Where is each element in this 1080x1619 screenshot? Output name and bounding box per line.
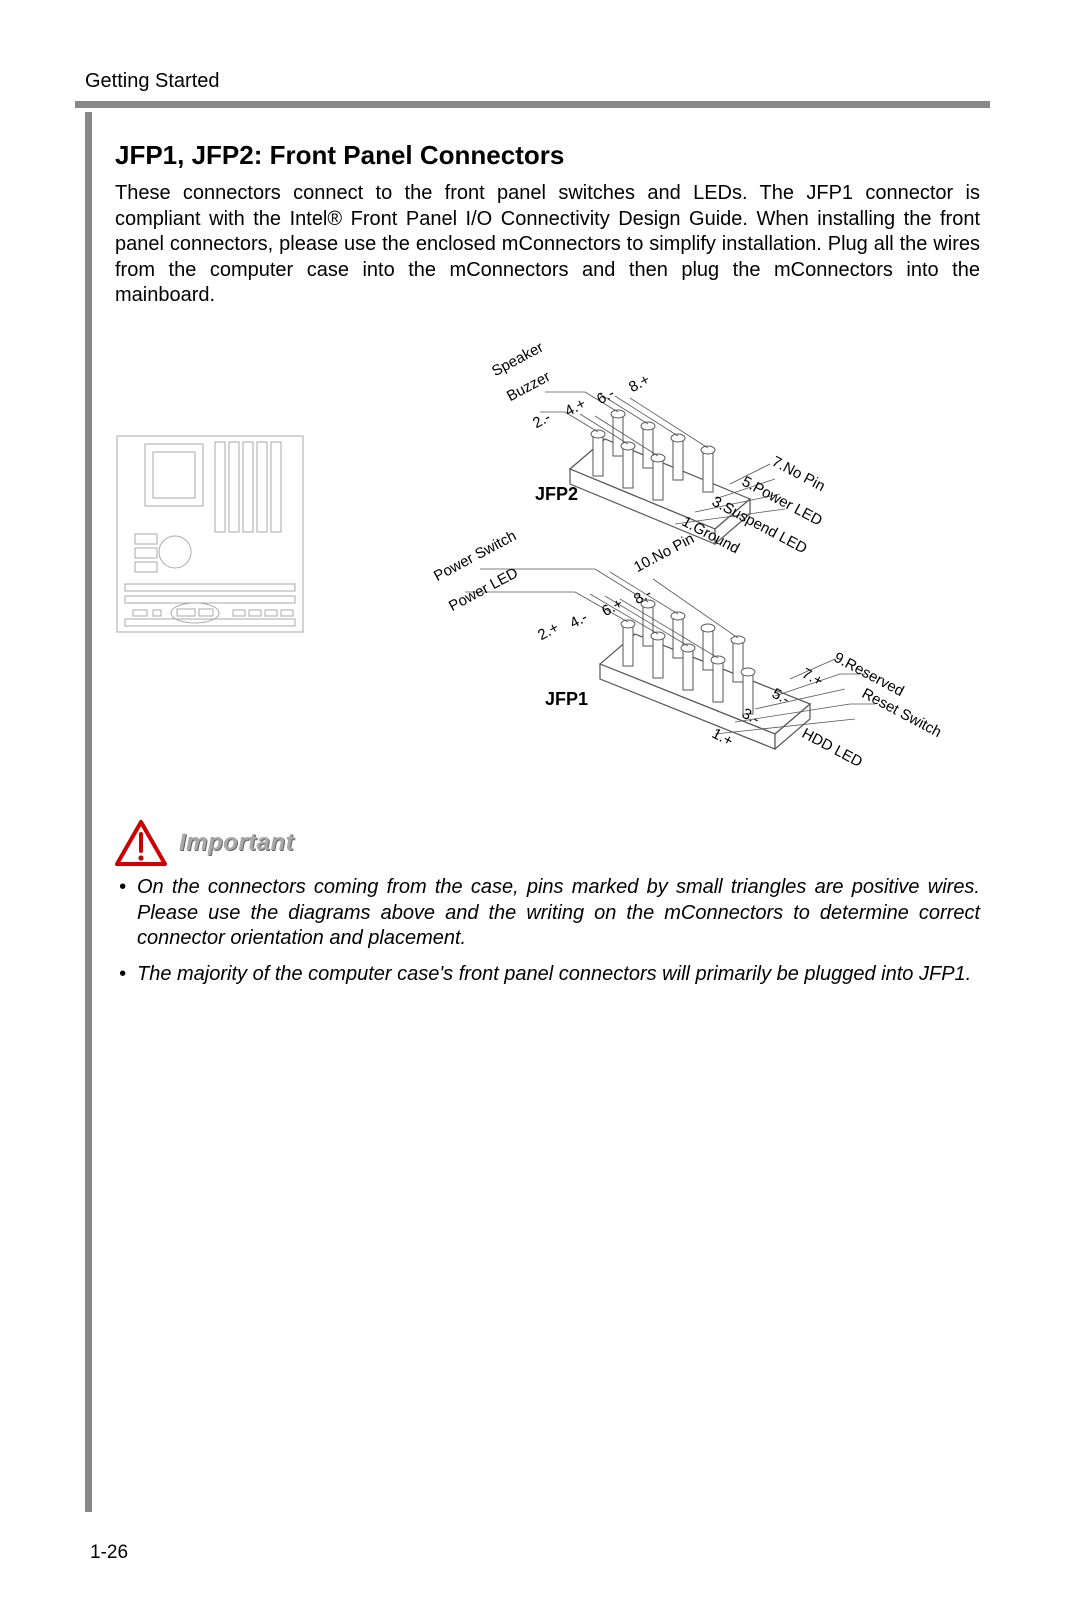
page-title: JFP1, JFP2: Front Panel Connectors bbox=[115, 140, 980, 171]
content-area: JFP1, JFP2: Front Panel Connectors These… bbox=[115, 108, 990, 987]
important-bullets: On the connectors coming from the case, … bbox=[115, 875, 980, 987]
section-header: Getting Started bbox=[85, 70, 990, 93]
bullet-item: On the connectors coming from the case, … bbox=[115, 875, 980, 952]
important-label: Important bbox=[179, 829, 294, 857]
bullet-item: The majority of the computer case's fron… bbox=[115, 962, 980, 988]
motherboard-locator-diagram bbox=[115, 434, 305, 634]
jfp1-name: JFP1 bbox=[545, 689, 588, 710]
horizontal-rule bbox=[75, 101, 990, 108]
pin-diagrams: JFP2 Speaker Buzzer 8.+ 6.- 4.+ 2.- 7.No… bbox=[335, 344, 980, 784]
important-callout: Important bbox=[115, 819, 980, 867]
intro-paragraph: These connectors connect to the front pa… bbox=[115, 181, 980, 309]
vertical-rule bbox=[85, 112, 92, 1512]
diagram-row: JFP2 Speaker Buzzer 8.+ 6.- 4.+ 2.- 7.No… bbox=[115, 344, 980, 784]
page-number: 1-26 bbox=[90, 1542, 128, 1564]
warning-triangle-icon bbox=[115, 819, 167, 867]
page: Getting Started JFP1, JFP2: Front Panel … bbox=[0, 0, 1080, 1619]
jfp2-name: JFP2 bbox=[535, 484, 578, 505]
